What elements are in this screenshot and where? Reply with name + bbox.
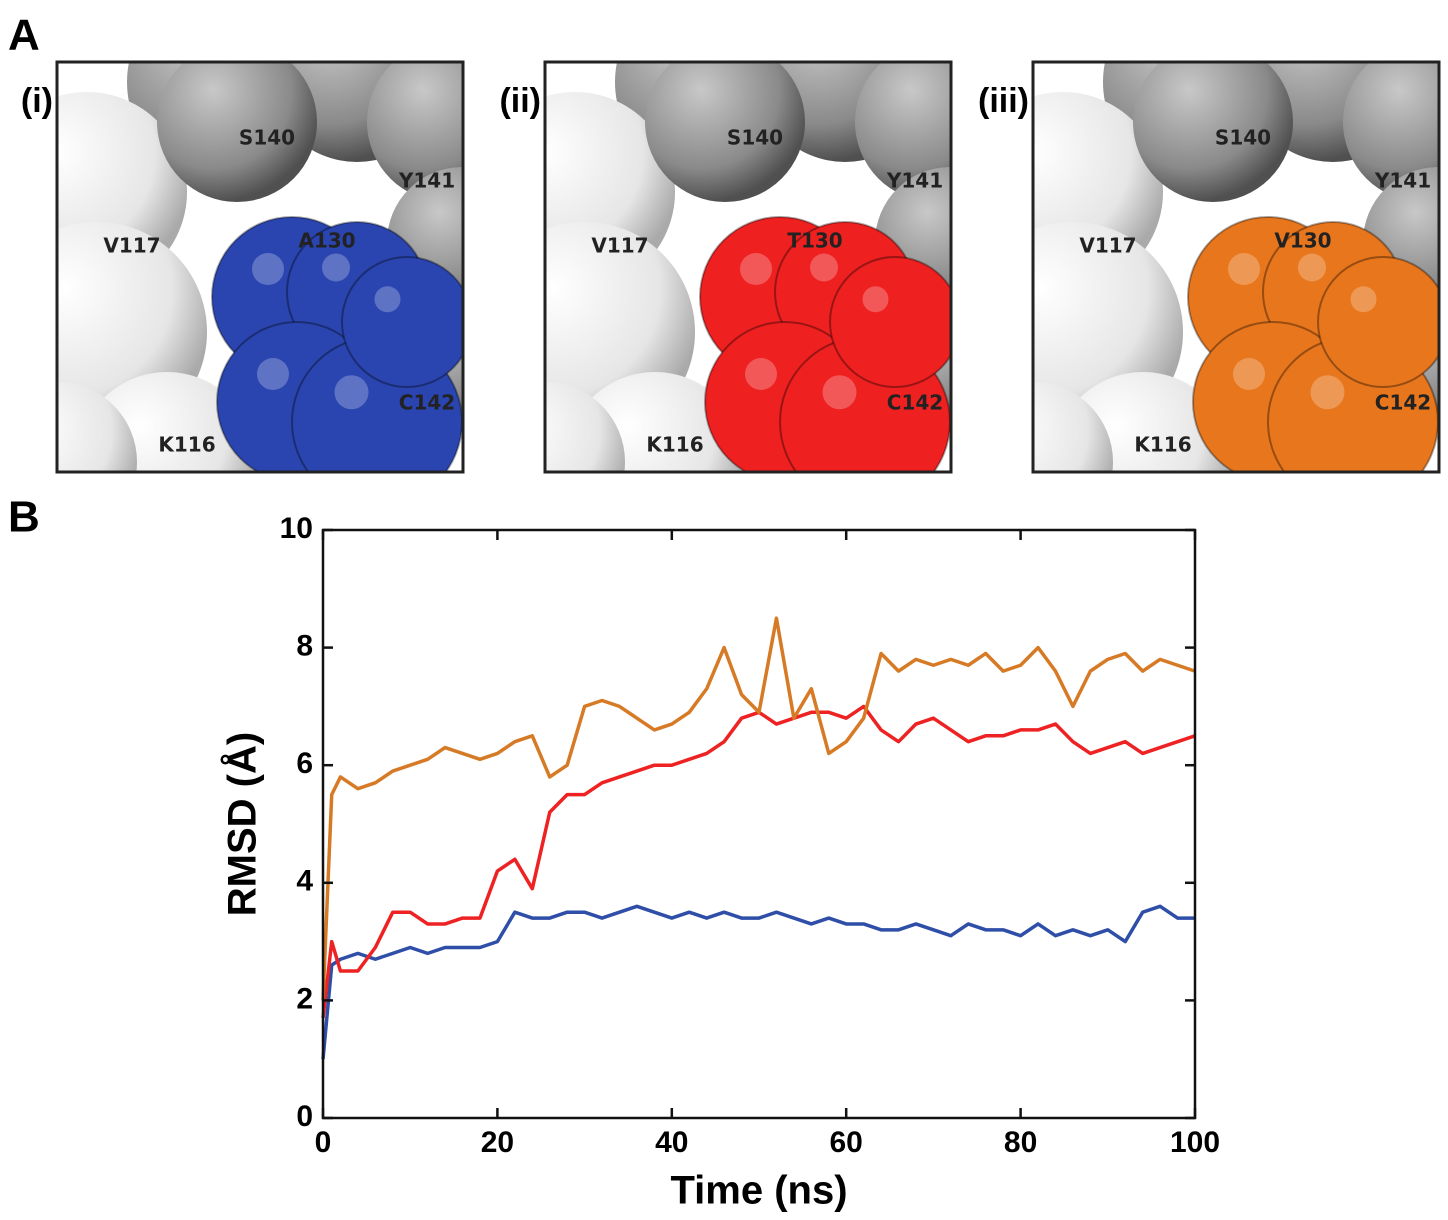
panel-label: A bbox=[8, 11, 40, 60]
panel-label: B bbox=[8, 493, 40, 542]
highlight bbox=[823, 375, 857, 409]
residue-label: C142 bbox=[887, 391, 943, 415]
y-tick-label: 0 bbox=[296, 1100, 313, 1133]
highlight bbox=[335, 375, 369, 409]
residue-atom bbox=[342, 257, 472, 387]
atom bbox=[525, 472, 645, 592]
x-tick-label: 100 bbox=[1170, 1126, 1220, 1159]
highlight bbox=[1351, 286, 1377, 312]
highlight bbox=[1233, 358, 1265, 390]
highlight bbox=[322, 254, 350, 282]
residue-label: T130 bbox=[787, 229, 842, 253]
residue-label: A130 bbox=[298, 229, 355, 253]
structure-panels: (i) S140 Y141 V117 A130 C142 K116 (ii) S140 Y141 V… bbox=[0, 0, 1448, 602]
atom bbox=[1013, 472, 1133, 592]
data-line bbox=[323, 906, 1195, 1059]
x-tick-label: 20 bbox=[481, 1126, 514, 1159]
highlight bbox=[1298, 254, 1326, 282]
data-line bbox=[323, 618, 1195, 1000]
atom bbox=[625, 482, 745, 602]
atom bbox=[1238, 477, 1348, 587]
residue-atom bbox=[830, 257, 960, 387]
view-label: (i) bbox=[21, 82, 53, 120]
y-tick-label: 4 bbox=[296, 865, 313, 898]
highlight bbox=[740, 253, 772, 285]
residue-label: K116 bbox=[1134, 433, 1191, 457]
atom bbox=[137, 482, 257, 602]
residue-label: S140 bbox=[1215, 126, 1271, 150]
x-tick-label: 80 bbox=[1004, 1126, 1037, 1159]
plot-frame bbox=[323, 530, 1195, 1118]
atom bbox=[1133, 42, 1293, 202]
residue-label: V117 bbox=[1079, 234, 1136, 258]
residue-label: K116 bbox=[158, 433, 215, 457]
residue-atom bbox=[1318, 257, 1448, 387]
highlight bbox=[257, 358, 289, 390]
residue-label: Y141 bbox=[1374, 169, 1431, 193]
view-label: (iii) bbox=[978, 82, 1029, 120]
y-tick-label: 2 bbox=[296, 982, 313, 1015]
residue-label: K116 bbox=[646, 433, 703, 457]
atom bbox=[645, 42, 805, 202]
residue-label: C142 bbox=[1375, 391, 1431, 415]
atom bbox=[1113, 482, 1233, 602]
x-tick-label: 40 bbox=[655, 1126, 688, 1159]
highlight bbox=[375, 286, 401, 312]
residue-label: S140 bbox=[727, 126, 783, 150]
y-tick-label: 6 bbox=[296, 747, 313, 780]
y-tick-label: 8 bbox=[296, 630, 313, 663]
highlight bbox=[863, 286, 889, 312]
atom bbox=[157, 42, 317, 202]
residue-label: V117 bbox=[591, 234, 648, 258]
atom bbox=[750, 477, 860, 587]
figure: A B (i) S140 Y141 V117 A130 C142 K116 (ii) S140 Y… bbox=[0, 0, 1448, 1220]
x-tick-label: 0 bbox=[315, 1126, 332, 1159]
highlight bbox=[1228, 253, 1260, 285]
residue-label: Y141 bbox=[398, 169, 455, 193]
y-axis-label: RMSD (Å) bbox=[220, 732, 265, 916]
residue-label: C142 bbox=[399, 391, 455, 415]
highlight bbox=[1311, 375, 1345, 409]
x-axis-label: Time (ns) bbox=[670, 1169, 847, 1213]
highlight bbox=[252, 253, 284, 285]
residue-label: Y141 bbox=[886, 169, 943, 193]
atom bbox=[37, 472, 157, 592]
highlight bbox=[810, 254, 838, 282]
atom bbox=[262, 477, 372, 587]
residue-label: V130 bbox=[1274, 229, 1331, 253]
structure-view: S140 Y141 V117 T130 C142 K116 bbox=[465, 0, 1025, 602]
y-tick-label: 10 bbox=[280, 512, 313, 545]
highlight bbox=[745, 358, 777, 390]
rmsd-chart: 0 20 40 60 80 100 0 2 4 6 8 10 Time (ns) RMSD (Å) bbox=[220, 512, 1220, 1213]
view-label: (ii) bbox=[499, 82, 541, 120]
structure-view: S140 Y141 V117 A130 C142 K116 bbox=[0, 0, 537, 602]
data-line bbox=[323, 706, 1195, 1018]
residue-label: S140 bbox=[239, 126, 295, 150]
x-tick-label: 60 bbox=[830, 1126, 863, 1159]
residue-label: V117 bbox=[103, 234, 160, 258]
